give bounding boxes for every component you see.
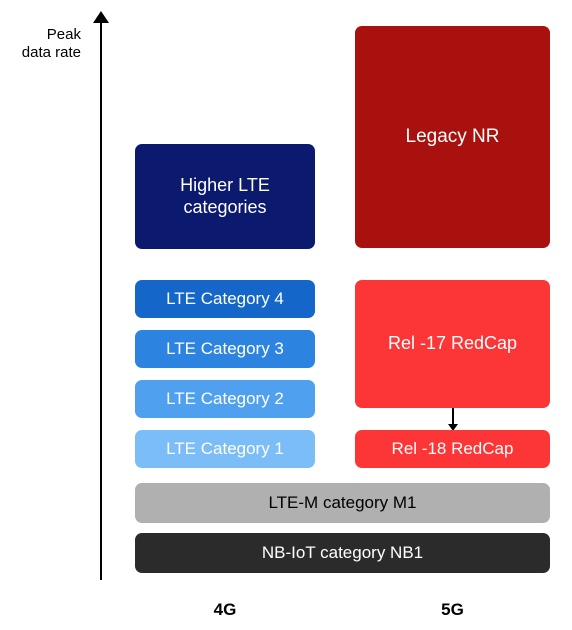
connector-arrow-line xyxy=(452,408,454,424)
col-label-5g: 5G xyxy=(355,600,550,620)
block-label-rel17: Rel -17 RedCap xyxy=(388,333,517,355)
block-lte-cat1: LTE Category 1 xyxy=(135,430,315,468)
block-legacy-nr: Legacy NR xyxy=(355,26,550,248)
block-lte-cat3: LTE Category 3 xyxy=(135,330,315,368)
block-nb-iot: NB-IoT category NB1 xyxy=(135,533,550,573)
block-label-nb-iot: NB-IoT category NB1 xyxy=(262,543,423,563)
block-lte-cat2: LTE Category 2 xyxy=(135,380,315,418)
block-label-higher-lte: Higher LTE categories xyxy=(180,175,270,218)
block-lte-cat4: LTE Category 4 xyxy=(135,280,315,318)
y-axis-label-line2: data rate xyxy=(22,44,81,61)
block-label-lte-cat4: LTE Category 4 xyxy=(166,289,284,309)
block-label-lte-cat1: LTE Category 1 xyxy=(166,439,284,459)
y-axis-arrowhead xyxy=(93,11,109,23)
y-axis-label-line1: Peak xyxy=(47,26,81,43)
col-label-4g: 4G xyxy=(135,600,315,620)
block-label-lte-cat3: LTE Category 3 xyxy=(166,339,284,359)
block-label-lte-m: LTE-M category M1 xyxy=(268,493,416,513)
block-label-rel18: Rel -18 RedCap xyxy=(392,439,514,459)
block-lte-m: LTE-M category M1 xyxy=(135,483,550,523)
y-axis-line xyxy=(100,22,102,580)
block-higher-lte: Higher LTE categories xyxy=(135,144,315,249)
block-label-lte-cat2: LTE Category 2 xyxy=(166,389,284,409)
block-rel18: Rel -18 RedCap xyxy=(355,430,550,468)
block-label-legacy-nr: Legacy NR xyxy=(406,126,500,149)
block-rel17: Rel -17 RedCap xyxy=(355,280,550,408)
y-axis-label: Peak data rate xyxy=(11,26,81,62)
